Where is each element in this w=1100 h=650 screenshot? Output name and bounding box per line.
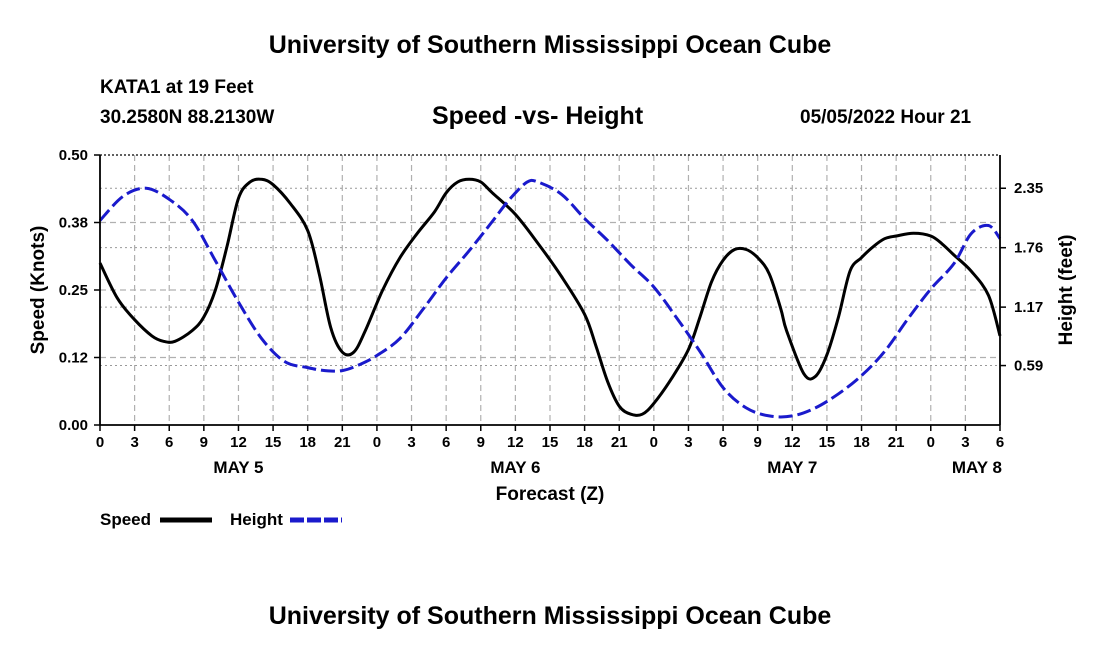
chart-title: Speed -vs- Height [432,102,644,130]
legend-height-label: Height [230,510,283,529]
x-tick-label: 18 [853,434,870,451]
y-tick-label: 0.50 [59,147,88,164]
legend: Speed Height [100,510,342,529]
station-label: KATA1 at 19 Feet [100,77,254,98]
y-tick-label: 0.00 [59,417,88,434]
x-tick-label: 15 [265,434,282,451]
axis-layer [94,154,1006,431]
x-tick-label: 12 [784,434,801,451]
x-tick-label: 21 [334,434,351,451]
x-tick-label: 0 [650,434,658,451]
x-tick-label: 3 [130,434,138,451]
x-tick-label: 18 [299,434,316,451]
x-tick-label: 15 [542,434,559,451]
x-axis-label: Forecast (Z) [496,484,605,505]
series-line-height [98,178,1002,419]
x-tick-label: 0 [927,434,935,451]
y-axis-label: Speed (Knots) [28,226,49,355]
grid-layer [100,155,1000,425]
x-tick-label: 6 [165,434,173,451]
x-tick-label: 9 [754,434,762,451]
day-label: MAY 6 [490,458,540,477]
y2-tick-label: 2.35 [1014,180,1043,197]
x-tick-label: 21 [611,434,628,451]
y2-tick-label: 1.17 [1014,299,1043,316]
x-tick-label: 0 [96,434,104,451]
x-tick-label: 0 [373,434,381,451]
x-tick-label: 21 [888,434,905,451]
forecast-datetime: 05/05/2022 Hour 21 [800,107,972,128]
x-tick-label: 9 [477,434,485,451]
x-tick-label: 3 [684,434,692,451]
x-tick-label: 18 [576,434,593,451]
y-tick-label: 0.25 [59,282,88,299]
legend-speed-label: Speed [100,510,151,529]
x-tick-label: 6 [996,434,1004,451]
series-line-speed [98,177,1002,417]
day-label: MAY 7 [767,458,817,477]
series-layer [98,177,1002,419]
y-tick-label: 0.12 [59,350,88,367]
day-label: MAY 8 [952,458,1002,477]
x-tick-label: 9 [200,434,208,451]
y2-tick-label: 1.76 [1014,240,1043,257]
x-tick-label: 3 [961,434,969,451]
y2-axis-label: Height (feet) [1056,235,1077,346]
x-tick-label: 3 [407,434,415,451]
x-tick-label: 12 [507,434,524,451]
day-label: MAY 5 [213,458,263,477]
x-tick-label: 6 [442,434,450,451]
y2-tick-label: 0.59 [1014,358,1043,375]
x-tick-label: 15 [819,434,836,451]
bottom-title: University of Southern Mississippi Ocean… [268,602,832,630]
x-tick-label: 12 [230,434,247,451]
y-tick-label: 0.38 [59,215,88,232]
x-tick-label: 6 [719,434,727,451]
top-title: University of Southern Mississippi Ocean… [268,31,832,59]
label-layer: 0 3 6 9 12 15 18 21 0 3 6 9 12 15 18 21 0 3 6 9 12 15 18 21 0 3 6 0… [59,147,1043,477]
station-coords: 30.2580N 88.2130W [100,107,275,128]
